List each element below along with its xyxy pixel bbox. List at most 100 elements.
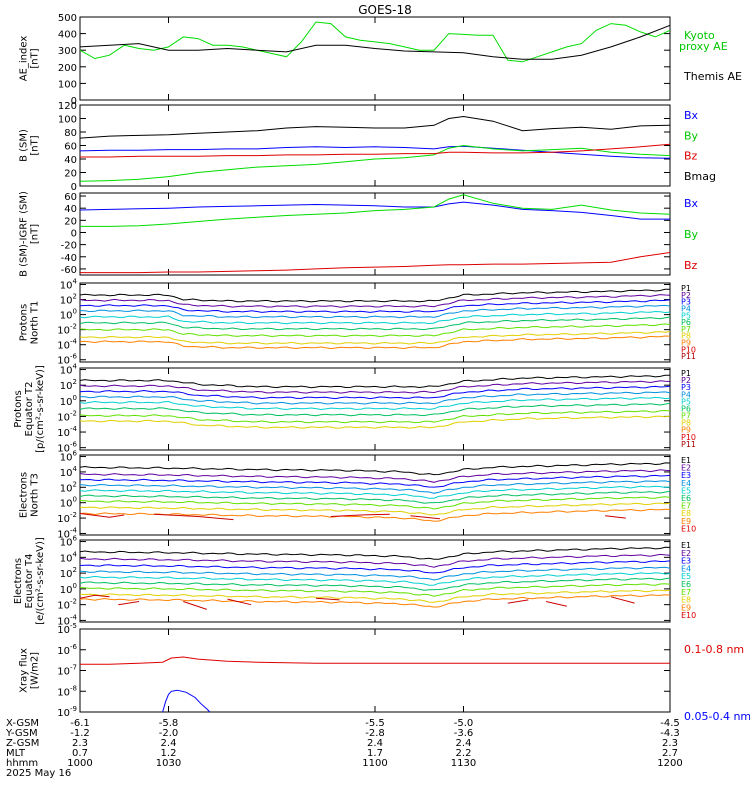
series-line-p_t1-2 [80,299,670,313]
panel-frame-e_t3 [79,454,671,536]
fragment-line-e_t4-5 [507,599,529,604]
y-tick-label-e_t3-5: 10-4 [57,526,77,540]
plot-title: GOES-18 [358,3,412,17]
axis-row-value-4-0: 1000 [67,758,92,769]
panel-frame-xray [79,628,671,713]
fragment-line-e_t4-4 [315,597,340,601]
y-tick-label-ae-5: 500 [58,13,77,24]
legend-entry-e_t4-6: E7 [681,588,691,597]
y-axis-label-p_t2: Protons Equator T2 [p/(cm²-s-sr-keV)] [13,365,46,453]
y-axis-label-line-b_igrf-0: B (SM)-IGRF (SM) [19,191,30,277]
axis-row-value-1-0: -1.2 [70,728,90,739]
y-tick-label-b_igrf-4: 20 [64,216,77,227]
plot-area-e_t3 [80,462,670,522]
y-axis-label-e_t3: Electrons North T3 [19,472,41,518]
legend-entry-p_t1-8: P9 [681,339,691,348]
series-line-ae-1 [80,24,670,60]
series-line-p_t1-7 [80,331,670,345]
legend-entry-p_t1-7: P8 [681,332,691,341]
legend-entry-e_t4-0: E1 [681,541,691,550]
legend-entry-e_t3-4: E5 [681,486,691,495]
series-line-p_t1-1 [80,294,670,308]
axis-row-value-2-4: 2.3 [662,738,678,749]
series-line-b_sm-3 [80,143,670,158]
series-line-e_t3-4 [80,485,670,499]
legend-entry-e_t4-2: E3 [681,557,691,566]
legend-b_sm: Bx By Bz Bmag [684,109,716,183]
y-tick-label-ae-2: 200 [58,63,77,74]
series-line-e_t4-0 [80,546,670,560]
y-axis-label-line-ae-1: [nT] [30,48,41,68]
series-line-e_t4-2 [80,560,670,574]
y-tick-label-xray-4: 10-9 [57,705,77,719]
series-line-b_sm-1 [80,145,670,159]
legend-entry-p_t2-5: P6 [681,404,691,413]
axis-row-value-0-4: -4.5 [660,718,680,729]
series-line-p_t2-7 [80,415,670,429]
y-tick-label-e_t3-4: 10-2 [57,511,77,525]
legend-entry-p_t1-0: P1 [681,284,691,293]
panel-b_sm: 0 20 40 60 80 100 120 B (SM) [nT] Bx By Bz Bmag [19,101,717,193]
legend-entry-e_t3-3: E4 [681,479,691,488]
plot-area-b_sm [80,115,670,182]
y-tick-label-p_t2-4: 10-4 [57,425,77,439]
y-tick-label-p_t2-2: 100 [60,394,77,408]
y-tick-label-e_t4-0: 106 [60,535,78,549]
plot-area-b_igrf [80,194,670,274]
y-tick-label-ae-1: 100 [58,79,77,90]
y-axis-label-p_t1: Protons North T1 [19,301,41,345]
y-tick-label-ae-0: 0 [71,96,77,107]
legend-entry-p_t2-9: P10 [681,433,696,442]
fragment-line-e_t3-0 [80,513,125,518]
legend-entry-e_t3-2: E3 [681,471,691,480]
legend-entry-p_t1-9: P10 [681,345,696,354]
series-line-b_igrf-0 [80,201,670,220]
series-line-e_t4-4 [80,572,670,586]
axis-row-value-4-1: 1030 [156,758,181,769]
y-tick-label-e_t4-2: 102 [60,566,77,580]
legend-entry-e_t4-3: E4 [681,564,691,573]
y-tick-label-e_t4-3: 100 [60,582,77,596]
legend-entry-e_t3-6: E7 [681,502,691,511]
series-line-p_t2-3 [80,391,670,405]
series-line-p_t1-4 [80,310,670,325]
axis-row-value-0-0: -6.1 [70,718,90,729]
series-line-e_t4-6 [80,583,670,597]
plot-area-ae [80,21,670,63]
legend-entry-b_igrf-2: Bz [684,259,698,272]
y-axis-label-line-p_t1-1: North T1 [30,301,41,345]
legend-entry-p_t1-4: P5 [681,311,691,320]
y-axis-label-ae: AE_index [nT] [19,36,41,82]
series-line-b_igrf-2 [80,252,670,274]
legend-entry-e_t3-5: E6 [681,494,691,503]
series-line-e_t4-1 [80,553,670,568]
y-tick-label-e_t4-1: 104 [60,550,78,564]
axis-row-label-3: MLT [6,748,26,759]
legend-entry-ae-0: Kyoto [684,29,715,42]
fragment-line-e_t3-1 [153,513,234,521]
legend-entry-ae-3: Themis AE [683,70,742,83]
axis-row-label-4: hhmm [6,758,38,769]
series-line-p_t2-4 [80,396,670,411]
fragment-line-e_t4-1 [118,601,140,606]
y-tick-label-e_t4-4: 10-2 [57,598,77,612]
legend-entry-b_igrf-1: By [684,228,699,241]
legend-entry-p_t1-1: P2 [681,291,691,300]
series-line-b_igrf-1 [80,194,670,227]
y-tick-label-p_t1-3: 10-2 [57,323,77,337]
y-tick-label-b_igrf-5: 40 [64,204,77,215]
fragment-line-e_t4-0 [80,594,110,599]
fragment-line-e_t3-2 [330,513,390,517]
series-line-e_t3-6 [80,496,670,510]
legend-entry-e_t4-1: E2 [681,549,691,558]
y-tick-label-b_sm-5: 100 [58,115,77,126]
axis-row-value-0-1: -5.8 [159,718,179,729]
y-axis-label-line-p_t2-1: Equator T2 [24,382,35,437]
series-line-e_t3-8 [80,508,670,522]
